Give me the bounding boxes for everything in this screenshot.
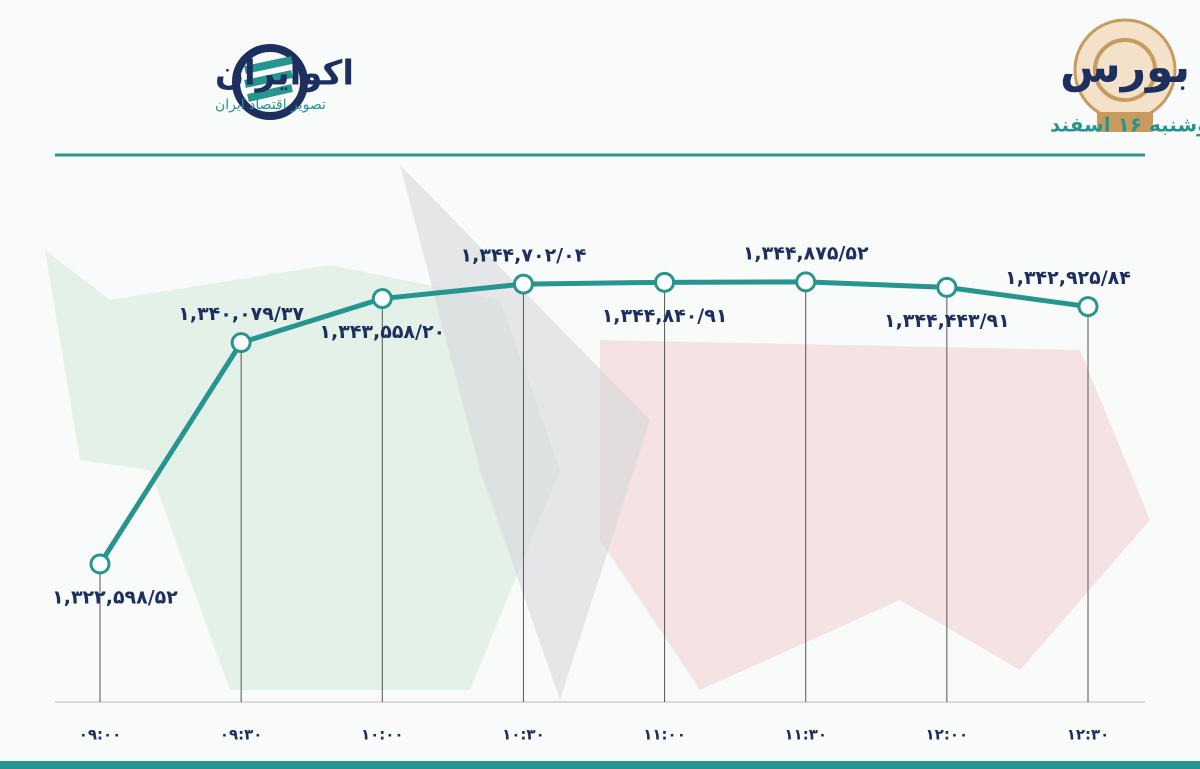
point (936, 276, 958, 298)
x-tick-label: ۰۹:۰۰ (79, 726, 122, 744)
value-label: ۱,۳۴۰,۰۷۹/۳۷ (178, 303, 304, 325)
x-tick-label: ۱۲:۳۰ (1067, 726, 1110, 744)
value-label: ۱,۳۲۲,۵۹۸/۵۲ (52, 586, 178, 608)
brand: اکوایران (215, 54, 354, 94)
bull-shape (45, 250, 560, 690)
point (371, 288, 393, 310)
value-label: ۱,۳۴۴,۷۰۲/۰۴ (461, 245, 587, 267)
x-tick-label: ۱۱:۳۰ (784, 726, 827, 744)
value-label: ۱,۳۴۴,۴۴۳/۹۱ (884, 310, 1010, 332)
brand-logo (232, 44, 308, 120)
value-label: ۱,۳۴۳,۵۵۸/۲۰ (319, 321, 445, 343)
value-label: ۱,۳۴۴,۸۷۵/۵۲ (743, 242, 869, 264)
point (654, 271, 676, 293)
point (89, 553, 111, 575)
point (1077, 296, 1099, 318)
x-tick-label: ۱۲:۰۰ (926, 726, 969, 744)
index-line (97, 279, 1089, 566)
title: روند شاخص کل بورس (1060, 42, 1200, 93)
x-tick-label: ۱۱:۰۰ (643, 726, 686, 744)
footer-bar (0, 761, 1200, 769)
brand-tagline: تصویر اقتصاد ایران (215, 97, 326, 113)
point (512, 273, 534, 295)
plot: ۰۹:۰۰ ۰۹:۳۰ ۱۰:۰۰ ۱۰:۳۰ ۱۱:۰۰ ۱۱:۳۰ ۱۲:۰۰ ۱۲:۳۰… (52, 242, 1131, 743)
point (230, 332, 252, 354)
arrow-shape (400, 165, 650, 700)
value-label: ۱,۳۴۴,۸۴۰/۹۱ (602, 305, 728, 327)
subtitle: دوشنبه ۱۶ اسفند (1050, 113, 1200, 137)
bear-shape (600, 340, 1150, 690)
x-tick-label: ۱۰:۳۰ (502, 726, 545, 744)
value-label: ۱,۳۴۲,۹۲۵/۸۴ (1005, 267, 1131, 289)
x-tick-label: ۰۹:۳۰ (220, 726, 263, 744)
emblem (1073, 18, 1177, 132)
point (795, 271, 817, 293)
x-tick-label: ۱۰:۰۰ (361, 726, 404, 744)
